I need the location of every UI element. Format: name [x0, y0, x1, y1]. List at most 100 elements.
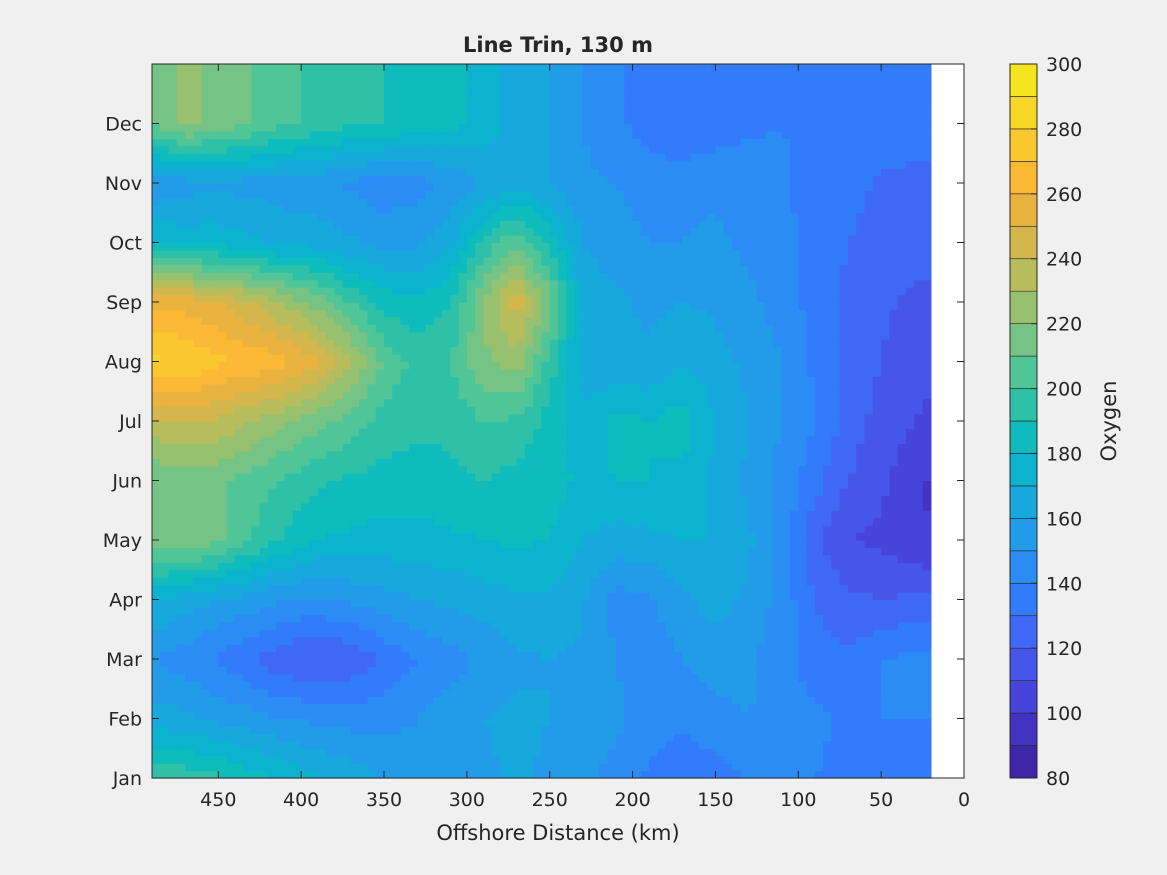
contour-cell [259, 279, 269, 288]
contour-cell [350, 703, 360, 712]
contour-cell [558, 673, 567, 682]
contour-cell [301, 696, 311, 705]
contour-cell [342, 257, 352, 266]
contour-cell [160, 473, 170, 482]
contour-cell [408, 138, 418, 147]
contour-cell [516, 636, 526, 645]
contour-cell [201, 331, 211, 340]
contour-cell [384, 532, 393, 541]
contour-cell [301, 725, 311, 734]
contour-cell [516, 614, 526, 623]
contour-cell [226, 249, 236, 258]
contour-cell [334, 398, 344, 407]
contour-cell [400, 599, 410, 608]
contour-cell [359, 562, 369, 571]
contour-cell [466, 354, 476, 363]
contour-cell [367, 495, 377, 504]
contour-cell [384, 569, 393, 578]
contour-cell [375, 763, 385, 772]
contour-cell [350, 205, 360, 214]
contour-cell [301, 755, 311, 764]
contour-cell [243, 614, 253, 623]
contour-cell [367, 101, 377, 110]
contour-cell [524, 621, 534, 630]
contour-cell [433, 621, 443, 630]
contour-cell [500, 495, 509, 504]
contour-cell [417, 391, 427, 400]
contour-cell [442, 212, 451, 221]
contour-cell [475, 78, 485, 87]
contour-cell [193, 413, 203, 422]
contour-cell [384, 309, 393, 318]
contour-cell [251, 220, 261, 229]
contour-cell [334, 547, 344, 556]
contour-cell [450, 249, 460, 258]
contour-cell [516, 324, 526, 333]
contour-cell [491, 205, 501, 214]
contour-cell [549, 227, 559, 236]
contour-cell [475, 346, 485, 355]
contour-cell [500, 584, 509, 593]
contour-cell [326, 316, 335, 325]
contour-cell [524, 584, 534, 593]
contour-cell [342, 681, 352, 690]
contour-cell [516, 175, 526, 184]
contour-cell [375, 770, 385, 779]
contour-cell [276, 554, 286, 563]
contour-cell [251, 495, 261, 504]
contour-cell [392, 205, 402, 214]
contour-cell [375, 339, 385, 348]
contour-cell [475, 257, 485, 266]
contour-cell [309, 64, 319, 73]
contour-cell [210, 398, 219, 407]
contour-cell [549, 71, 559, 80]
contour-cell [516, 435, 526, 444]
contour-cell [193, 547, 203, 556]
contour-cell [201, 666, 211, 675]
contour-cell [367, 540, 377, 549]
contour-cell [442, 510, 451, 519]
contour-cell [566, 725, 576, 734]
contour-cell [284, 755, 294, 764]
contour-cell [392, 309, 402, 318]
contour-cell [342, 614, 352, 623]
contour-cell [475, 272, 485, 281]
contour-cell [417, 659, 427, 668]
contour-cell [218, 86, 228, 95]
contour-cell [359, 346, 369, 355]
contour-cell [549, 413, 559, 422]
contour-cell [491, 599, 501, 608]
contour-cell [491, 458, 501, 467]
contour-cell [392, 93, 402, 102]
contour-cell [292, 138, 302, 147]
contour-cell [259, 562, 269, 571]
contour-cell [375, 621, 385, 630]
contour-cell [417, 688, 427, 697]
contour-cell [367, 473, 377, 482]
contour-cell [417, 651, 427, 660]
contour-cell [524, 302, 534, 311]
contour-cell [483, 212, 493, 221]
contour-cell [392, 681, 402, 690]
contour-cell [276, 249, 286, 258]
contour-cell [317, 644, 327, 653]
contour-cell [375, 458, 385, 467]
contour-cell [549, 383, 559, 392]
contour-cell [168, 153, 178, 162]
contour-cell [309, 287, 319, 296]
contour-cell [234, 183, 244, 192]
plot-area: 450 400 350 300 250 200 150 100 50 0 JanFebMarApr… [103, 63, 970, 811]
contour-cell [516, 606, 526, 615]
contour-cell [549, 510, 559, 519]
contour-cell [350, 755, 360, 764]
contour-cell [152, 168, 161, 177]
contour-cell [549, 703, 559, 712]
contour-cell [276, 235, 286, 244]
contour-cell [500, 368, 509, 377]
contour-cell [201, 175, 211, 184]
contour-cell [276, 644, 286, 653]
contour-cell [549, 272, 559, 281]
contour-cell [384, 465, 393, 474]
contour-cell [375, 376, 385, 385]
contour-cell [176, 458, 186, 467]
